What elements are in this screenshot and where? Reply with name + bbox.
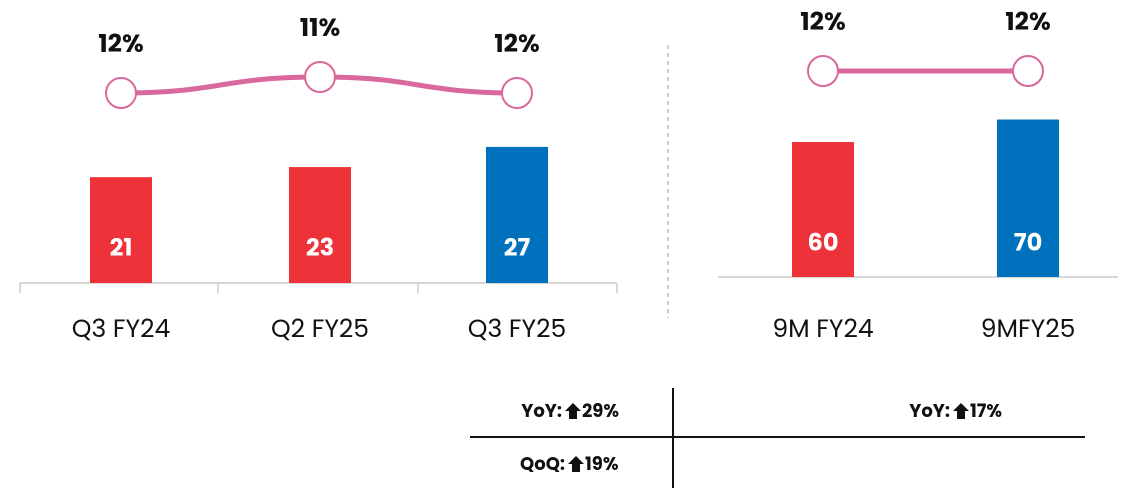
margin-point <box>501 77 533 109</box>
margin-point <box>807 55 839 87</box>
margin-label: 11% <box>300 10 341 45</box>
bar <box>90 177 152 283</box>
bar <box>289 167 351 283</box>
margin-point <box>1012 55 1044 87</box>
value-label: 60 <box>808 227 839 260</box>
value-label: 27 <box>504 232 531 265</box>
x-tick-label: Q2 FY25 <box>271 311 369 346</box>
margin-label: 12% <box>98 26 143 61</box>
x-tick-label: 9MFY25 <box>981 311 1076 346</box>
bar <box>792 142 854 277</box>
x-tick-label: Q3 FY25 <box>468 311 566 346</box>
table-change: 29% <box>582 399 619 424</box>
bar <box>486 146 548 283</box>
margin-point <box>105 77 137 109</box>
margin-label: 12% <box>494 26 539 61</box>
margin-point <box>304 61 336 93</box>
value-label: 23 <box>306 232 334 265</box>
value-label: 21 <box>110 232 133 265</box>
x-tick-label: 9M FY24 <box>772 311 873 346</box>
up-arrow <box>953 403 969 419</box>
value-label: 70 <box>1014 227 1043 260</box>
up-arrow <box>568 456 584 472</box>
margin-label: 12% <box>1005 4 1050 39</box>
up-arrow <box>565 403 581 419</box>
table-change: 19% <box>585 452 619 477</box>
bar <box>997 119 1059 277</box>
table-label: YoY: <box>909 399 950 424</box>
table-label: YoY: <box>521 399 562 424</box>
table-label: QoQ: <box>520 452 565 477</box>
table-change: 17% <box>970 399 1002 424</box>
x-tick-label: Q3 FY24 <box>72 311 170 346</box>
margin-label: 12% <box>800 4 845 39</box>
